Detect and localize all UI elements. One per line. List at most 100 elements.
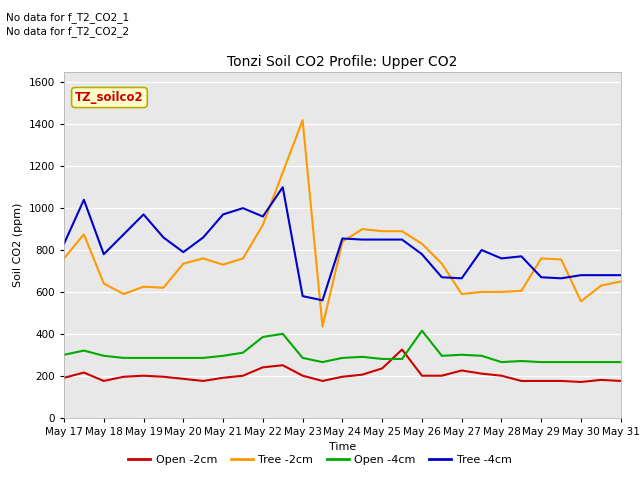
Tree -2cm bbox=[458, 291, 465, 297]
Tree -4cm bbox=[179, 249, 187, 255]
Tree -2cm bbox=[200, 255, 207, 261]
Title: Tonzi Soil CO2 Profile: Upper CO2: Tonzi Soil CO2 Profile: Upper CO2 bbox=[227, 56, 458, 70]
Tree -4cm bbox=[200, 235, 207, 240]
Open -2cm bbox=[378, 365, 386, 371]
Open -2cm bbox=[358, 372, 366, 378]
Open -4cm bbox=[159, 355, 167, 361]
Open -2cm bbox=[518, 378, 525, 384]
Open -2cm bbox=[120, 374, 127, 380]
Open -4cm bbox=[498, 359, 506, 365]
Tree -4cm bbox=[538, 275, 545, 280]
Open -2cm bbox=[577, 379, 585, 385]
Tree -2cm bbox=[140, 284, 147, 289]
Tree -4cm bbox=[597, 272, 605, 278]
Text: TZ_soilco2: TZ_soilco2 bbox=[75, 91, 144, 104]
Open -4cm bbox=[60, 352, 68, 358]
Tree -2cm bbox=[299, 117, 307, 123]
Tree -2cm bbox=[279, 169, 287, 175]
Tree -2cm bbox=[398, 228, 406, 234]
Tree -2cm bbox=[518, 288, 525, 294]
Line: Tree -2cm: Tree -2cm bbox=[64, 120, 621, 326]
Open -4cm bbox=[538, 359, 545, 365]
X-axis label: Time: Time bbox=[329, 442, 356, 452]
Tree -2cm bbox=[159, 285, 167, 290]
Open -2cm bbox=[159, 374, 167, 380]
Tree -2cm bbox=[120, 291, 127, 297]
Open -4cm bbox=[617, 359, 625, 365]
Open -4cm bbox=[518, 358, 525, 364]
Text: No data for f_T2_CO2_1: No data for f_T2_CO2_1 bbox=[6, 12, 129, 23]
Open -2cm bbox=[80, 370, 88, 375]
Open -4cm bbox=[597, 359, 605, 365]
Open -2cm bbox=[597, 377, 605, 383]
Open -2cm bbox=[538, 378, 545, 384]
Tree -4cm bbox=[100, 252, 108, 257]
Open -4cm bbox=[358, 354, 366, 360]
Tree -4cm bbox=[398, 237, 406, 242]
Tree -4cm bbox=[617, 272, 625, 278]
Open -4cm bbox=[477, 353, 485, 359]
Open -2cm bbox=[438, 373, 445, 379]
Open -4cm bbox=[398, 356, 406, 362]
Open -2cm bbox=[617, 378, 625, 384]
Tree -4cm bbox=[498, 255, 506, 261]
Open -2cm bbox=[299, 373, 307, 379]
Tree -4cm bbox=[438, 275, 445, 280]
Open -2cm bbox=[557, 378, 565, 384]
Open -2cm bbox=[100, 378, 108, 384]
Tree -4cm bbox=[259, 214, 267, 219]
Open -4cm bbox=[319, 359, 326, 365]
Tree -2cm bbox=[577, 299, 585, 304]
Open -4cm bbox=[140, 355, 147, 361]
Open -4cm bbox=[80, 348, 88, 353]
Line: Tree -4cm: Tree -4cm bbox=[64, 187, 621, 300]
Tree -2cm bbox=[220, 262, 227, 267]
Open -4cm bbox=[418, 328, 426, 334]
Tree -4cm bbox=[159, 235, 167, 240]
Open -2cm bbox=[200, 378, 207, 384]
Open -4cm bbox=[557, 359, 565, 365]
Open -4cm bbox=[339, 355, 346, 361]
Open -4cm bbox=[438, 353, 445, 359]
Tree -4cm bbox=[220, 212, 227, 217]
Tree -4cm bbox=[279, 184, 287, 190]
Tree -4cm bbox=[120, 231, 127, 237]
Open -2cm bbox=[339, 374, 346, 380]
Tree -4cm bbox=[299, 293, 307, 299]
Tree -2cm bbox=[179, 261, 187, 266]
Tree -2cm bbox=[538, 255, 545, 261]
Tree -2cm bbox=[557, 257, 565, 263]
Open -4cm bbox=[279, 331, 287, 336]
Open -2cm bbox=[398, 347, 406, 352]
Tree -2cm bbox=[339, 239, 346, 244]
Tree -2cm bbox=[60, 255, 68, 261]
Open -2cm bbox=[259, 364, 267, 370]
Open -4cm bbox=[220, 353, 227, 359]
Tree -4cm bbox=[458, 276, 465, 281]
Open -2cm bbox=[458, 368, 465, 373]
Tree -2cm bbox=[358, 226, 366, 232]
Tree -2cm bbox=[100, 281, 108, 287]
Open -2cm bbox=[220, 375, 227, 381]
Open -4cm bbox=[239, 350, 247, 356]
Tree -4cm bbox=[477, 247, 485, 253]
Tree -4cm bbox=[518, 253, 525, 259]
Open -2cm bbox=[239, 373, 247, 379]
Tree -2cm bbox=[239, 255, 247, 261]
Tree -2cm bbox=[597, 283, 605, 288]
Tree -2cm bbox=[418, 241, 426, 247]
Open -4cm bbox=[100, 353, 108, 359]
Open -4cm bbox=[179, 355, 187, 361]
Open -2cm bbox=[140, 373, 147, 379]
Open -2cm bbox=[60, 375, 68, 381]
Tree -2cm bbox=[477, 289, 485, 295]
Open -2cm bbox=[319, 378, 326, 384]
Tree -4cm bbox=[319, 298, 326, 303]
Legend: Open -2cm, Tree -2cm, Open -4cm, Tree -4cm: Open -2cm, Tree -2cm, Open -4cm, Tree -4… bbox=[124, 451, 516, 469]
Tree -2cm bbox=[498, 289, 506, 295]
Line: Open -4cm: Open -4cm bbox=[64, 331, 621, 362]
Open -4cm bbox=[577, 359, 585, 365]
Open -2cm bbox=[477, 371, 485, 376]
Open -4cm bbox=[378, 356, 386, 362]
Tree -2cm bbox=[438, 261, 445, 266]
